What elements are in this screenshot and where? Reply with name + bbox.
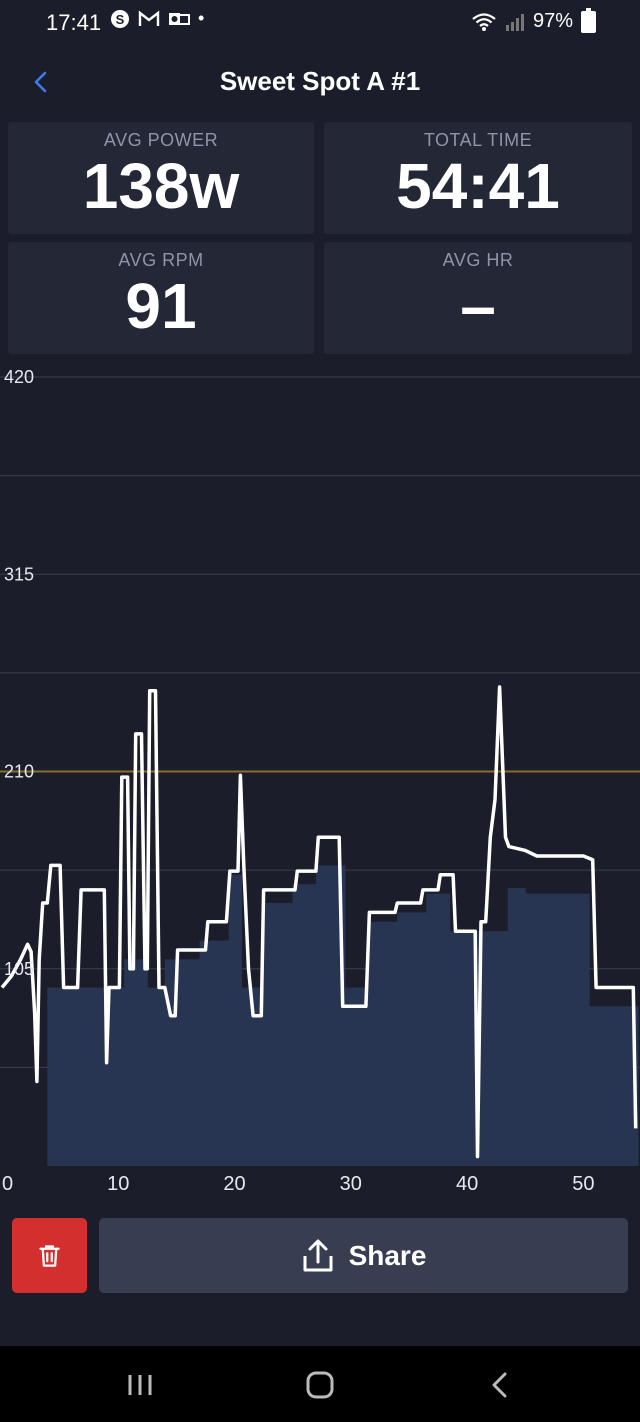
share-button[interactable]: Share [99,1218,628,1293]
status-time: 17:41 [46,10,102,35]
y-tick-label: 210 [4,762,34,782]
stat-value: 138w [82,150,240,222]
stat-value: 54:41 [396,150,560,222]
x-tick-label: 20 [223,1173,245,1195]
battery-icon [581,7,596,33]
target-block [47,987,125,1166]
svg-text:S: S [116,12,125,27]
wifi-icon [472,12,496,31]
y-tick-label: 105 [4,959,34,979]
outlook-icon [169,12,190,25]
target-block [124,959,148,1166]
x-tick-label: 0 [2,1173,13,1195]
target-block [199,940,230,1166]
stat-value: 91 [125,270,197,342]
target-block [344,987,369,1166]
signal-icon [505,13,524,31]
target-block [164,959,201,1166]
target-block [228,874,243,1166]
back-arrow-icon[interactable] [28,68,56,96]
stat-label: AVG RPM [118,250,204,270]
target-block [292,884,317,1166]
delete-button[interactable] [12,1218,87,1293]
target-block [478,931,509,1166]
target-block [368,921,398,1166]
target-block [263,903,294,1166]
page-title: Sweet Spot A #1 [219,66,421,96]
strava-icon: S [111,9,129,28]
y-tick-label: 420 [4,367,34,387]
target-block [147,987,166,1166]
y-tick-label: 315 [4,564,34,584]
gmail-icon [138,10,160,26]
battery-percent: 97% [532,10,573,32]
stat-card-avg-rpm: AVG RPM 91 [8,242,314,354]
stat-card-total-time: TOTAL TIME 54:41 [324,122,632,234]
target-block [426,893,451,1166]
notification-dot: • [198,8,205,28]
power-chart: 420 315 210 105 0 10 20 30 40 50 [0,367,640,1195]
stat-value: – [460,270,496,342]
target-block [525,893,590,1166]
x-tick-label: 10 [107,1173,129,1195]
target-block [507,887,526,1166]
home-icon[interactable] [300,1370,340,1400]
x-tick-label: 30 [340,1173,362,1195]
share-icon [303,1239,333,1271]
notification-icons: S • [110,8,204,29]
app-header: Sweet Spot A #1 [0,56,640,108]
power-series-line [0,685,638,1159]
back-icon[interactable] [480,1370,520,1400]
share-label: Share [348,1239,427,1271]
stat-card-avg-power: AVG POWER 138w [8,122,314,234]
trash-icon [39,1245,60,1267]
x-tick-label: 50 [572,1173,594,1195]
stat-label: AVG HR [442,250,514,270]
x-tick-label: 40 [456,1173,478,1195]
stat-label: TOTAL TIME [423,130,533,150]
recent-apps-icon[interactable] [120,1370,160,1400]
stat-label: AVG POWER [103,130,219,150]
target-block [241,987,265,1166]
status-bar: 17:41 S • 97% [0,0,640,44]
target-block [589,1006,639,1166]
target-block [397,912,427,1166]
system-navbar [0,1346,640,1422]
stat-card-avg-hr: AVG HR – [324,242,632,354]
